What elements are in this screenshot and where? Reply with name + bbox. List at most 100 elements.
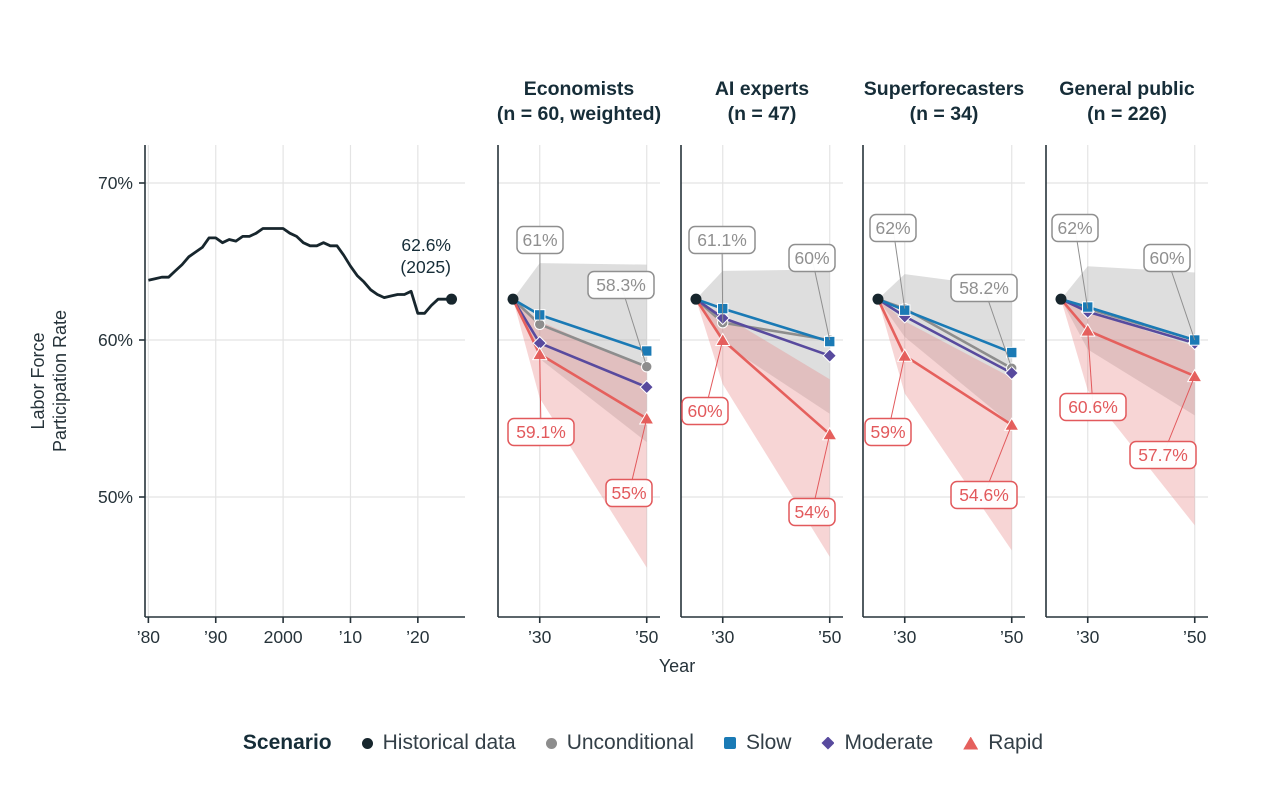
callout-box bbox=[516, 225, 564, 255]
rapid-marker-icon bbox=[963, 736, 979, 750]
legend-item-historical: Historical data bbox=[361, 731, 516, 755]
legend-label-unconditional: Unconditional bbox=[566, 731, 694, 754]
callout-box bbox=[605, 478, 653, 508]
slow-marker bbox=[824, 335, 836, 348]
callout-box bbox=[1051, 213, 1099, 243]
y-tick-label: 60% bbox=[98, 330, 133, 350]
red-band bbox=[696, 299, 830, 557]
callout-box bbox=[788, 497, 836, 527]
rapid-marker bbox=[1003, 417, 1020, 431]
legend-label-moderate: Moderate bbox=[844, 731, 934, 754]
x-tick-label: ’50 bbox=[1000, 627, 1024, 647]
panel-title: Economists bbox=[524, 78, 635, 100]
gray-band bbox=[696, 269, 830, 414]
callout-text: 60% bbox=[687, 401, 722, 421]
callout-box bbox=[507, 417, 575, 447]
callout-box bbox=[950, 273, 1018, 303]
rapid-marker bbox=[896, 348, 913, 362]
callout-text: 54.6% bbox=[959, 485, 1009, 505]
callout-text: 59% bbox=[870, 422, 905, 442]
callout-box bbox=[864, 417, 912, 447]
x-tick-label: ’50 bbox=[1183, 627, 1207, 647]
x-tick-label: ’30 bbox=[711, 627, 735, 647]
panel-subtitle: (n = 34) bbox=[910, 103, 979, 125]
callout-text: 61% bbox=[522, 230, 557, 250]
legend-label-historical: Historical data bbox=[382, 731, 516, 754]
historical-annotation: 62.6% bbox=[401, 235, 451, 255]
forecast-panel-1: ’30 ’50 61% 58.3% 59.1% 55% Economists (n = 60,… bbox=[497, 78, 661, 647]
callout-text: 59.1% bbox=[516, 422, 566, 442]
legend: Scenario Historical data Unconditional S… bbox=[0, 731, 1286, 755]
rapid-marker bbox=[714, 332, 731, 346]
chart-svg: ’80 ’90 2000 ’10 ’20 70% 60% 50% 62.6%(2025) Labo… bbox=[28, 78, 1208, 676]
x-tick-label: ’80 bbox=[137, 627, 161, 647]
legend-item-rapid: Rapid bbox=[963, 731, 1043, 755]
callout-text: 61.1% bbox=[697, 230, 747, 250]
historical-end-point bbox=[446, 293, 458, 305]
callout-box bbox=[681, 396, 729, 426]
panel-title: Superforecasters bbox=[864, 78, 1025, 100]
callout-text: 62% bbox=[1057, 218, 1092, 238]
slow-marker bbox=[899, 304, 911, 316]
callout-box bbox=[1129, 440, 1197, 470]
callout-text: 57.7% bbox=[1138, 445, 1188, 465]
legend-label-rapid: Rapid bbox=[988, 731, 1044, 754]
callout-text: 60% bbox=[794, 248, 829, 268]
callout-text: 55% bbox=[611, 483, 646, 503]
y-axis-title: Labor Force bbox=[28, 332, 48, 429]
rapid-marker bbox=[1186, 368, 1203, 383]
forecast-panel-2: ’30 ’50 61.1% 60% 60% 54% AI experts (n = 47) bbox=[680, 78, 843, 647]
callout-text: 54% bbox=[794, 502, 829, 522]
forecast-panel-4: ’30 ’50 62% 60% 60.6% 57.7% General public (n =… bbox=[1045, 78, 1208, 647]
callout-text: 62% bbox=[875, 218, 910, 238]
x-tick-label: ’30 bbox=[1076, 627, 1100, 647]
callout-box bbox=[1143, 243, 1191, 273]
forecast-start-point bbox=[1055, 293, 1067, 305]
legend-title: Scenario bbox=[242, 731, 332, 754]
forecast-panel-3: ’30 ’50 62% 58.2% 59% 54.6% Superforecasters (n… bbox=[862, 78, 1025, 647]
unconditional-marker-icon bbox=[545, 737, 557, 749]
callout-box bbox=[788, 243, 836, 273]
historical-marker-icon bbox=[361, 737, 373, 749]
x-tick-label: ’10 bbox=[339, 627, 363, 647]
x-tick-label: ’50 bbox=[818, 627, 842, 647]
x-axis-title: Year bbox=[659, 656, 695, 676]
slow-marker-icon bbox=[723, 737, 736, 749]
callout-text: 60% bbox=[1149, 248, 1184, 268]
panel-title: AI experts bbox=[715, 78, 809, 100]
rapid-marker bbox=[638, 411, 655, 425]
rapid-marker bbox=[821, 426, 838, 441]
historical-panel: ’80 ’90 2000 ’10 ’20 70% 60% 50% 62.6%(2025) bbox=[98, 145, 465, 647]
y-tick-label: 70% bbox=[98, 173, 133, 193]
y-axis-title: Participation Rate bbox=[50, 310, 70, 452]
callout-text: 58.3% bbox=[596, 275, 646, 295]
callout-box bbox=[950, 480, 1018, 510]
gray-band bbox=[1061, 266, 1195, 416]
forecast-start-point bbox=[507, 293, 519, 305]
callout-box bbox=[688, 225, 756, 255]
forecast-start-point bbox=[690, 293, 702, 305]
legend-item-unconditional: Unconditional bbox=[545, 731, 694, 755]
historical-annotation: (2025) bbox=[400, 257, 451, 277]
x-tick-label: 2000 bbox=[264, 627, 303, 647]
moderate-marker bbox=[1004, 365, 1019, 381]
x-tick-label: ’30 bbox=[528, 627, 552, 647]
panel-title: General public bbox=[1059, 78, 1195, 100]
moderate-marker-icon bbox=[821, 736, 835, 750]
panel-subtitle: (n = 60, weighted) bbox=[497, 103, 661, 125]
x-tick-label: ’50 bbox=[635, 627, 659, 647]
callout-text: 58.2% bbox=[959, 278, 1009, 298]
x-tick-label: ’90 bbox=[204, 627, 228, 647]
panel-subtitle: (n = 226) bbox=[1087, 103, 1167, 125]
x-tick-label: ’20 bbox=[406, 627, 430, 647]
callout-box bbox=[869, 213, 917, 243]
legend-label-slow: Slow bbox=[745, 731, 792, 754]
callout-box bbox=[1059, 392, 1127, 422]
callout-box bbox=[587, 270, 655, 300]
moderate-marker bbox=[822, 348, 837, 363]
legend-item-slow: Slow bbox=[723, 731, 792, 755]
y-tick-label: 50% bbox=[98, 487, 133, 507]
panel-subtitle: (n = 47) bbox=[728, 103, 797, 125]
legend-item-moderate: Moderate bbox=[821, 731, 933, 755]
forecast-start-point bbox=[872, 293, 884, 305]
